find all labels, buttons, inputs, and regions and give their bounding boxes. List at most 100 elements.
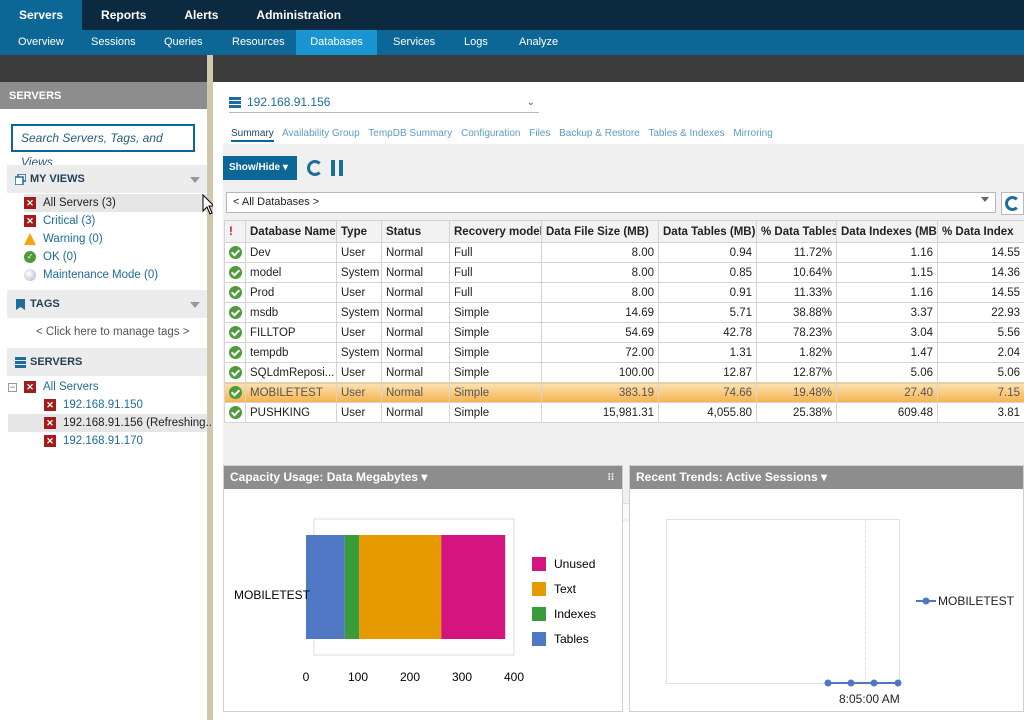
servers-section[interactable]: SERVERS (7, 348, 207, 376)
table-cell: 100.00 (541, 362, 659, 383)
chevron-down-icon[interactable] (190, 177, 200, 183)
table-cell: 5.06 (836, 362, 938, 383)
table-cell: 609.48 (836, 402, 938, 423)
bar-segment-indexes[interactable] (344, 535, 360, 639)
table-cell: 54.69 (541, 322, 659, 343)
tab-availability-group[interactable]: Availability Group (282, 128, 360, 139)
table-cell: 7.15 (937, 382, 1024, 403)
trends-panel-header[interactable]: Recent Trends: Active Sessions ▾ (630, 466, 1023, 489)
show-hide-button[interactable]: Show/Hide ▾ (223, 156, 297, 180)
collapse-icon[interactable]: − (8, 382, 17, 392)
manage-tags-link[interactable]: < Click here to manage tags > (36, 326, 190, 338)
search-input[interactable]: Search Servers, Tags, and Views (11, 124, 195, 169)
table-cell: User (336, 362, 382, 383)
subtab-overview[interactable]: Overview (18, 36, 64, 48)
column-header[interactable]: Type (336, 220, 382, 243)
ok-icon (229, 246, 242, 259)
ok-icon (229, 366, 242, 379)
pause-icon[interactable] (331, 160, 335, 176)
table-row[interactable]: Dev User Normal Full 8.00 0.94 11.72% 1.16 14.55 (224, 242, 1024, 263)
column-header[interactable]: Database Name (245, 220, 337, 243)
tab-backup-restore[interactable]: Backup & Restore (559, 128, 640, 139)
tree-server-150[interactable]: ✕ 192.168.91.150 (44, 396, 207, 414)
table-row[interactable]: MOBILETEST User Normal Simple 383.19 74.66 19.… (224, 382, 1024, 403)
tab-servers[interactable]: Servers (0, 0, 83, 30)
table-cell: model (245, 262, 337, 283)
grip-icon[interactable]: ⁝⁝ (607, 472, 614, 483)
table-row[interactable]: msdb System Normal Simple 14.69 5.71 38.88% 3.3… (224, 302, 1024, 323)
tab-configuration[interactable]: Configuration (460, 128, 521, 139)
table-cell: 383.19 (541, 382, 659, 403)
table-row[interactable]: SQLdmReposi... User Normal Simple 100.00 12.8… (224, 362, 1024, 383)
bar-segment-tables[interactable] (306, 535, 345, 639)
subtab-sessions[interactable]: Sessions (91, 36, 136, 48)
table-cell: 5.56 (937, 322, 1024, 343)
subtab-queries[interactable]: Queries (164, 36, 203, 48)
main-content: 192.168.91.156 ⌄ Summary Availability Gr… (213, 82, 1024, 720)
tab-summary[interactable]: Summary (231, 128, 274, 142)
filter-refresh-button[interactable] (1001, 192, 1024, 215)
tree-server-170[interactable]: ✕ 192.168.91.170 (44, 432, 207, 450)
tab-reports[interactable]: Reports (101, 8, 147, 22)
sidebar: SERVERS Search Servers, Tags, and Views … (0, 82, 215, 720)
tab-alerts[interactable]: Alerts (184, 8, 219, 22)
column-header[interactable]: % Data Tables (756, 220, 837, 243)
table-cell: 1.47 (836, 342, 938, 363)
database-filter[interactable]: < All Databases > (226, 192, 996, 213)
subtab-databases[interactable]: Databases (296, 30, 377, 55)
table-cell: Normal (381, 302, 450, 323)
view-maintenance[interactable]: Maintenance Mode (0) (24, 266, 207, 284)
subtab-resources[interactable]: Resources (232, 36, 285, 48)
subtab-services[interactable]: Services (393, 36, 436, 48)
chevron-down-icon[interactable] (190, 302, 200, 308)
table-row[interactable]: FILLTOP User Normal Simple 54.69 42.78 78.23% 3… (224, 322, 1024, 343)
view-critical[interactable]: ✕ Critical (3) (24, 212, 207, 230)
table-cell: 14.36 (937, 262, 1024, 283)
bar-segment-unused[interactable] (441, 535, 506, 639)
subtab-analyze[interactable]: Analyze (519, 36, 559, 48)
table-cell: Normal (381, 402, 450, 423)
sidebar-splitter[interactable] (207, 55, 213, 720)
view-warning[interactable]: Warning (0) (24, 230, 207, 248)
table-cell: 4,055.80 (658, 402, 757, 423)
table-row[interactable]: model System Normal Full 8.00 0.85 10.64% 1.15 1… (224, 262, 1024, 283)
column-header[interactable]: Status (381, 220, 450, 243)
tab-tempdb-summary[interactable]: TempDB Summary (368, 128, 453, 139)
subtab-logs[interactable]: Logs (464, 36, 488, 48)
table-cell: Normal (381, 282, 450, 303)
legend-label: Text (554, 582, 577, 596)
maintenance-icon (24, 269, 36, 281)
tab-mirroring[interactable]: Mirroring (733, 128, 773, 139)
table-row[interactable]: Prod User Normal Full 8.00 0.91 11.33% 1.16 14.5… (224, 282, 1024, 303)
column-header[interactable]: Data File Size (MB) (541, 220, 659, 243)
tags-section[interactable]: TAGS (7, 290, 207, 318)
tab-tables-indexes[interactable]: Tables & Indexes (648, 128, 725, 139)
server-selector[interactable]: 192.168.91.156 ⌄ (229, 94, 539, 113)
trend-legend-label: MOBILETEST (938, 594, 1015, 608)
column-header[interactable]: Data Tables (MB) (658, 220, 757, 243)
table-row[interactable]: PUSHKING User Normal Simple 15,981.31 4,055.8… (224, 402, 1024, 423)
table-cell: 72.00 (541, 342, 659, 363)
status-column-header[interactable]: ! (224, 220, 246, 243)
tab-files[interactable]: Files (529, 128, 551, 139)
table-cell: 1.16 (836, 282, 938, 303)
capacity-panel-header[interactable]: Capacity Usage: Data Megabytes ▾ ⁝⁝ (224, 466, 622, 489)
chevron-down-icon[interactable]: ⌄ (526, 97, 535, 108)
column-header[interactable]: % Data Index (937, 220, 1024, 243)
table-cell: 27.40 (836, 382, 938, 403)
bar-segment-text[interactable] (359, 535, 442, 639)
table-row[interactable]: tempdb System Normal Simple 72.00 1.31 1.82% 1.… (224, 342, 1024, 363)
tab-administration[interactable]: Administration (256, 8, 342, 22)
column-header[interactable]: Data Indexes (MB) (836, 220, 938, 243)
trend-x-label: 8:05:00 AM (839, 692, 900, 706)
my-views-section[interactable]: MY VIEWS (7, 165, 207, 193)
refresh-icon[interactable] (307, 160, 323, 176)
sidebar-header: SERVERS (0, 82, 207, 109)
tag-icon (16, 299, 25, 310)
tree-server-156[interactable]: ✕ 192.168.91.156 (Refreshing... (8, 414, 215, 432)
view-all-servers[interactable]: ✕ All Servers (3) (24, 194, 207, 212)
tree-all-servers[interactable]: ✕ All Servers (24, 378, 207, 396)
column-header[interactable]: Recovery model (449, 220, 542, 243)
view-ok[interactable]: ✓ OK (0) (24, 248, 207, 266)
table-cell: System (336, 302, 382, 323)
